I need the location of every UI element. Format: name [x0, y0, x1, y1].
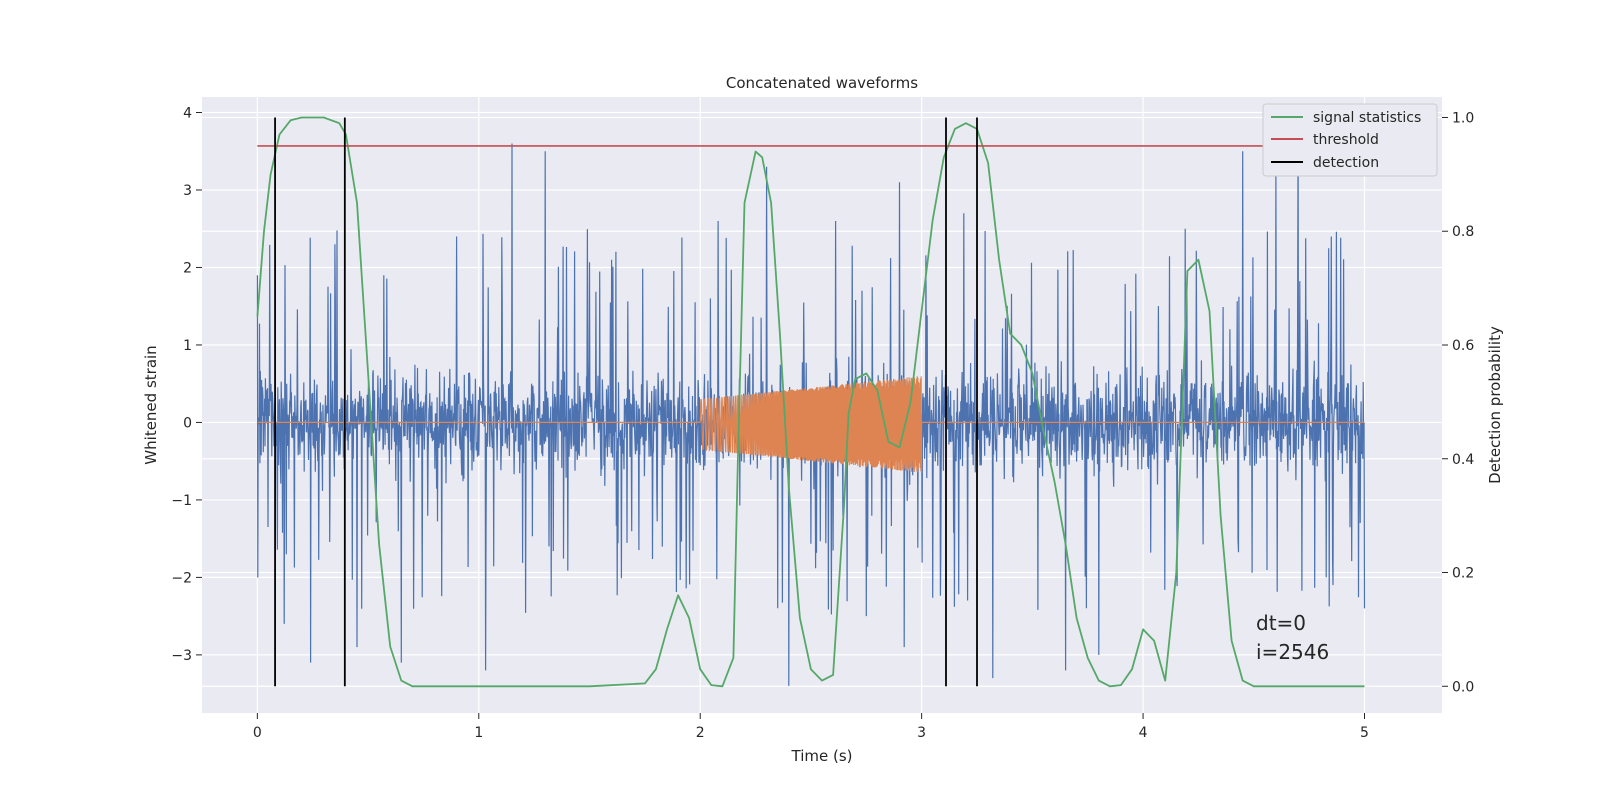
x-tick-label: 5 [1360, 725, 1369, 741]
bottom-axis-ticks: 0 1 2 3 4 5 [253, 713, 1369, 741]
grid-secondary [202, 116, 1442, 687]
y-tick-label: 3 [183, 183, 192, 199]
x-tick-label: 2 [696, 725, 705, 741]
y2-tick-label: 0.2 [1452, 566, 1474, 582]
chart-title: Concatenated waveforms [726, 74, 918, 92]
series-signal-statistics [256, 116, 1365, 688]
x-tick-label: 4 [1139, 725, 1148, 741]
y2-tick-label: 0.0 [1452, 679, 1474, 695]
series-injected-waveform [257, 376, 1365, 473]
y-tick-label: −2 [171, 570, 192, 586]
right-axis-ticks: 0.0 0.2 0.4 0.6 0.8 1.0 [1442, 110, 1474, 695]
y2-tick-label: 0.4 [1452, 452, 1474, 468]
y-axis-label: Whitened strain [142, 345, 160, 464]
legend: signal statistics threshold detection [1262, 103, 1438, 177]
legend-label-signal-statistics: signal statistics [1313, 110, 1421, 126]
legend-label-detection: detection [1313, 155, 1379, 171]
series-layer [256, 116, 1387, 688]
annotation-dt: dt=0 [1256, 611, 1306, 635]
y2-axis-label: Detection probability [1486, 326, 1504, 484]
y-tick-label: 0 [183, 415, 192, 431]
y-tick-label: −1 [171, 493, 192, 509]
y2-tick-label: 1.0 [1452, 110, 1474, 126]
y-tick-label: 2 [183, 260, 192, 276]
x-tick-label: 3 [917, 725, 926, 741]
legend-label-threshold: threshold [1313, 132, 1379, 148]
annotation-i: i=2546 [1256, 640, 1329, 664]
x-tick-label: 1 [474, 725, 483, 741]
y-tick-label: 1 [183, 338, 192, 354]
x-tick-label: 0 [253, 725, 262, 741]
y-tick-label: 4 [183, 105, 192, 121]
y2-tick-label: 0.8 [1452, 224, 1474, 240]
left-axis-ticks: −3 −2 −1 0 1 2 3 4 [171, 105, 202, 664]
y2-tick-label: 0.6 [1452, 338, 1474, 354]
y-tick-label: −3 [171, 648, 192, 664]
x-axis-label: Time (s) [791, 747, 853, 765]
legend-box [1262, 103, 1438, 177]
